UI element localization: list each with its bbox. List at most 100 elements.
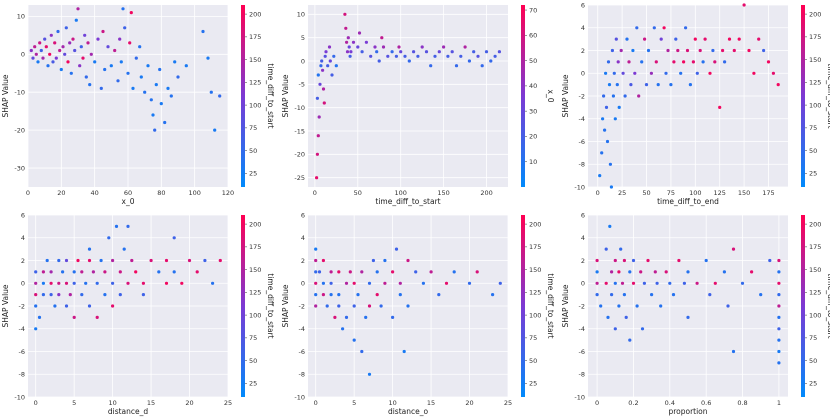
subplot-4: 0 5 10 15 20 25 -10 -8 -6 -4 -2 0 2 4 6 distance_d SHAP … xyxy=(1,211,275,416)
data-point xyxy=(95,281,99,285)
y-tick-label: 6 xyxy=(581,211,585,219)
y-tick-label: 2 xyxy=(301,257,305,265)
data-point xyxy=(143,90,147,94)
data-point xyxy=(595,258,599,263)
data-point xyxy=(91,270,95,274)
data-point xyxy=(172,236,176,240)
data-point xyxy=(118,270,122,274)
x-tick-label: 50 xyxy=(354,189,362,197)
x-tick-label: 10 xyxy=(388,399,396,407)
data-point xyxy=(103,270,107,274)
data-point xyxy=(345,40,349,44)
x-axis-label: proportion xyxy=(668,407,707,416)
data-point xyxy=(616,60,620,64)
data-point xyxy=(646,48,651,53)
x-axis-label: distance_d xyxy=(108,407,149,416)
data-point xyxy=(403,54,407,58)
data-point xyxy=(329,281,333,285)
colorbar-tick-label: 50 xyxy=(249,357,257,365)
colorbar-tick-label: 100 xyxy=(809,311,821,319)
y-tick-label: -10 xyxy=(574,183,585,191)
x-tick-label: 25 xyxy=(224,399,232,407)
data-point xyxy=(141,293,145,297)
data-point xyxy=(472,50,476,54)
data-point xyxy=(497,50,501,54)
data-point xyxy=(333,315,337,319)
data-point xyxy=(659,304,663,308)
data-point xyxy=(429,64,433,68)
y-axis-label: SHAP Value xyxy=(561,284,570,327)
data-point xyxy=(347,45,351,49)
data-point xyxy=(476,54,480,58)
data-point xyxy=(107,236,111,240)
data-point xyxy=(437,50,441,54)
data-point xyxy=(656,83,660,87)
data-point xyxy=(685,48,690,53)
x-tick-label: 40 xyxy=(91,189,99,197)
data-point xyxy=(375,270,379,274)
colorbar-tick-label: 125 xyxy=(809,289,821,297)
data-point xyxy=(713,60,717,64)
colorbar-tick-label: 75 xyxy=(249,124,257,132)
data-point xyxy=(323,54,327,58)
data-point xyxy=(314,304,318,308)
data-point xyxy=(695,71,699,75)
data-point xyxy=(146,64,150,68)
data-point xyxy=(63,52,67,56)
data-point xyxy=(159,102,163,106)
colorbar-label: time_diff_to_start xyxy=(546,273,555,338)
data-point xyxy=(321,258,325,263)
y-tick-label: 0 xyxy=(301,57,305,65)
y-tick-label: 2 xyxy=(21,257,25,265)
y-tick-label: -8 xyxy=(299,371,305,379)
data-point xyxy=(742,3,746,7)
data-point xyxy=(341,327,345,331)
colorbar-tick-label: 100 xyxy=(809,101,821,109)
data-point xyxy=(139,75,143,79)
data-point xyxy=(84,281,88,285)
y-tick-label: -6 xyxy=(299,348,305,356)
data-point xyxy=(452,270,456,274)
data-point xyxy=(218,94,222,98)
data-point xyxy=(37,315,42,319)
x-tick-label: 0 xyxy=(596,189,600,197)
y-tick-label: 0 xyxy=(581,280,585,288)
data-point xyxy=(777,338,781,342)
data-point xyxy=(344,26,348,30)
data-point xyxy=(34,293,38,297)
data-point xyxy=(674,37,678,41)
colorbar-tick-label: 50 xyxy=(809,357,817,365)
colorbar-tick-label: 175 xyxy=(249,243,261,251)
data-point xyxy=(653,270,657,274)
y-tick-label: 4 xyxy=(301,234,305,242)
x-tick-label: 0 xyxy=(595,399,599,407)
data-point xyxy=(129,11,133,15)
data-point xyxy=(777,304,781,308)
data-point xyxy=(352,304,356,308)
data-point xyxy=(96,37,100,41)
y-tick-label: -30 xyxy=(14,164,25,172)
colorbar-tick-label: 200 xyxy=(249,10,261,18)
data-point xyxy=(345,50,350,54)
data-point xyxy=(166,86,170,90)
data-point xyxy=(53,41,57,45)
data-point xyxy=(153,128,157,132)
x-tick-label: 0.6 xyxy=(701,399,711,407)
colorbar-tick-label: 125 xyxy=(809,79,821,87)
x-tick-label: 0.4 xyxy=(665,399,675,407)
y-tick-label: -10 xyxy=(14,393,25,401)
data-point xyxy=(625,37,629,41)
data-point xyxy=(613,258,617,263)
data-point xyxy=(708,293,712,297)
data-point xyxy=(386,54,390,58)
data-point xyxy=(187,258,192,263)
data-point xyxy=(394,247,399,251)
data-point xyxy=(315,96,319,100)
data-point xyxy=(327,45,332,49)
colorbar xyxy=(241,215,245,397)
data-point xyxy=(752,71,756,75)
data-point xyxy=(375,293,379,297)
data-point xyxy=(611,94,616,98)
data-point xyxy=(33,45,37,49)
data-point xyxy=(337,304,341,308)
